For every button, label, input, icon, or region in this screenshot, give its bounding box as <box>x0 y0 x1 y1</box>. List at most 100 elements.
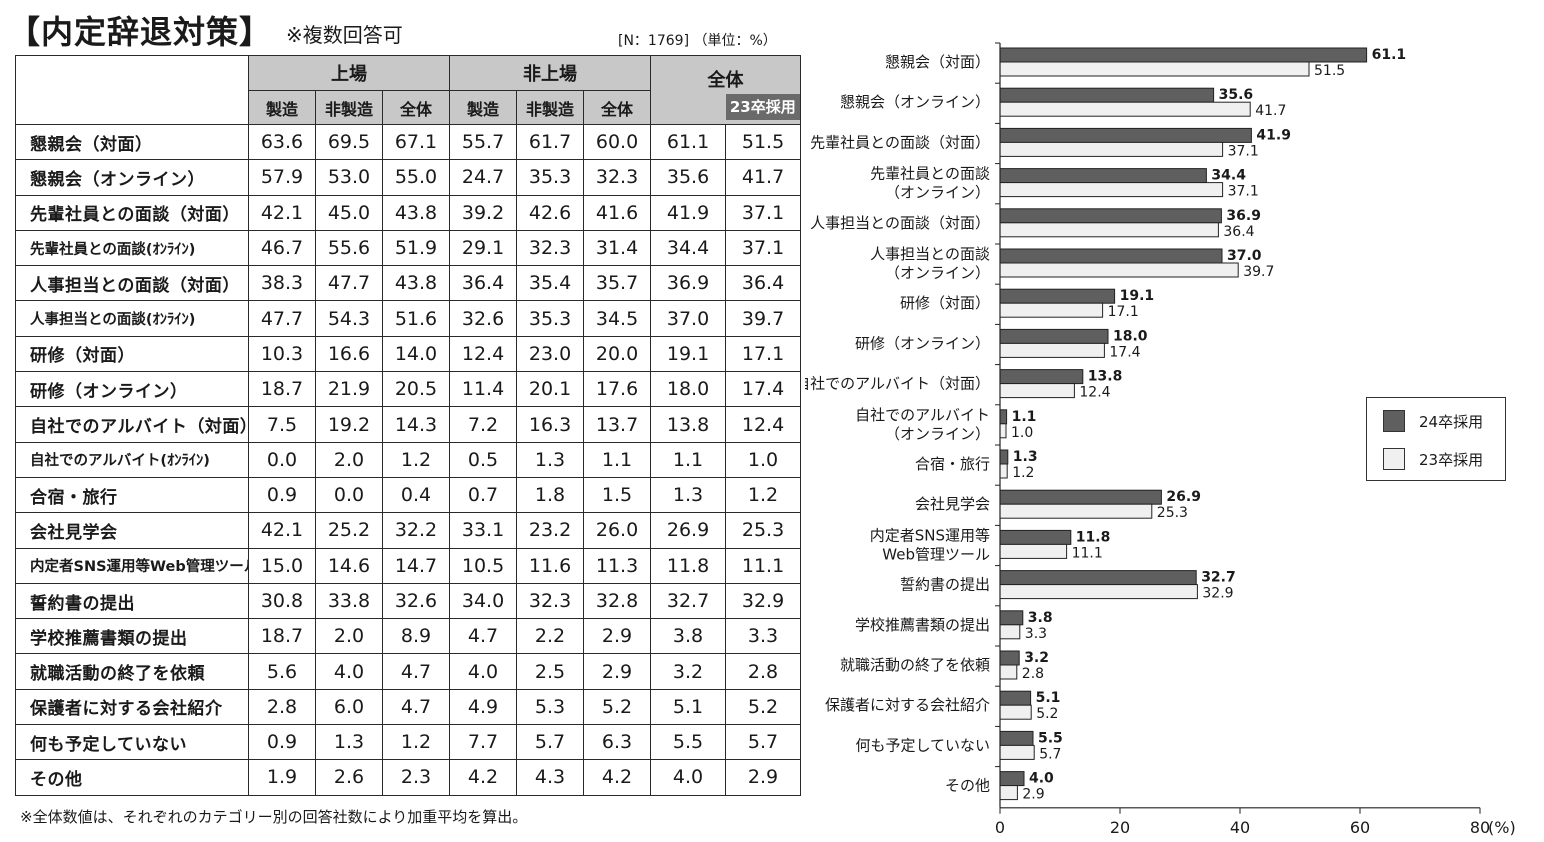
value-label-24: 1.3 <box>1013 449 1038 465</box>
row-label: その他 <box>15 759 249 796</box>
category-group: 5.15.2 保護者に対する会社紹介 <box>825 685 1060 722</box>
value-label-23: 12.4 <box>1079 385 1110 401</box>
value-label-23: 3.3 <box>1025 626 1047 642</box>
bar-24 <box>999 248 1223 264</box>
table-cell: 5.3 <box>516 688 585 726</box>
category-label: （オンライン） <box>885 264 990 282</box>
table-cell: 24.7 <box>449 159 518 196</box>
title-row: 【内定辞退対策】 ※複数回答可 <box>8 6 403 52</box>
row-label: 先輩社員との面談（対面） <box>15 194 249 231</box>
legend-label-23: 23卒採用 <box>1419 450 1484 469</box>
category-group: 19.117.1 研修（対面） <box>900 283 1154 320</box>
table-cell: 1.2 <box>725 476 802 514</box>
table-cell: 35.3 <box>516 300 585 337</box>
bar-23 <box>999 61 1310 77</box>
x-tick-label: 80 <box>1470 818 1490 836</box>
value-label-23: 2.9 <box>1022 787 1044 803</box>
table-cell: 5.2 <box>583 688 652 726</box>
bar-24 <box>999 489 1162 505</box>
table-row: 合宿・旅行 0.9 0.0 0.4 0.7 1.8 1.5 1.3 1.2 <box>15 476 802 514</box>
table-cell: 13.7 <box>583 406 652 443</box>
row-label: 就職活動の終了を依頼 <box>15 653 249 690</box>
bar-23 <box>999 302 1104 318</box>
bar-24 <box>999 127 1252 143</box>
table-row: 何も予定していない 0.9 1.3 1.2 7.7 5.7 6.3 5.5 5.7 <box>15 724 802 761</box>
table-cell: 10.5 <box>449 547 518 584</box>
table-cell: 4.7 <box>381 653 451 690</box>
table-cell: 43.8 <box>381 194 451 231</box>
table-cell: 1.0 <box>725 441 802 478</box>
table-cell: 17.6 <box>583 371 652 408</box>
value-label-24: 32.7 <box>1201 570 1236 586</box>
table-cell: 34.5 <box>583 300 652 337</box>
table-row: その他 1.9 2.6 2.3 4.2 4.3 4.2 4.0 2.9 <box>15 759 802 796</box>
table-cell: 2.0 <box>315 618 383 655</box>
header-unlisted: 非上場 <box>449 55 652 91</box>
value-label-24: 36.9 <box>1226 208 1261 224</box>
category-group: 32.732.9 誓約書の提出 <box>900 565 1236 602</box>
table-cell: 53.0 <box>315 159 383 196</box>
table-cell: 2.5 <box>516 653 585 690</box>
table-cell: 8.9 <box>381 618 451 655</box>
bar-24 <box>999 47 1368 63</box>
table-cell: 43.8 <box>381 265 451 302</box>
table-cell: 26.0 <box>583 512 652 549</box>
category-group: 13.812.4 自社でのアルバイト（対面） <box>805 364 1122 401</box>
table-cell: 14.0 <box>381 335 451 373</box>
value-label-23: 1.2 <box>1012 465 1034 481</box>
table-cell: 4.0 <box>315 653 383 690</box>
table-cell: 41.7 <box>725 159 802 196</box>
legend-label-24: 24卒採用 <box>1419 412 1484 431</box>
table-cell: 39.2 <box>449 194 518 231</box>
table-cell: 55.7 <box>449 123 518 161</box>
value-label-24: 35.6 <box>1219 87 1254 103</box>
table-cell: 1.3 <box>516 441 585 478</box>
table-cell: 4.0 <box>449 653 518 690</box>
table-cell: 36.4 <box>725 265 802 302</box>
table-cell: 0.4 <box>381 476 451 514</box>
table-cell: 36.9 <box>650 265 727 302</box>
table-cell: 45.0 <box>315 194 383 231</box>
value-label-23: 37.1 <box>1228 184 1259 200</box>
table-cell: 18.0 <box>650 371 727 408</box>
table-cell: 34.0 <box>449 582 518 620</box>
bar-23 <box>999 423 1007 439</box>
bar-24 <box>999 690 1032 706</box>
legend-item-23: 23卒採用 <box>1383 448 1483 470</box>
value-label-23: 11.1 <box>1072 545 1103 561</box>
table-row: 先輩社員との面談（対面） 42.1 45.0 43.8 39.2 42.6 41.6 41.9… <box>15 194 802 231</box>
table-cell: 18.7 <box>248 618 316 655</box>
table-cell: 1.2 <box>381 441 451 478</box>
category-group: 11.811.1 内定者SNS運用等Web管理ツール <box>870 524 1110 563</box>
row-label: 学校推薦書類の提出 <box>15 618 249 655</box>
bar-24 <box>999 369 1084 385</box>
table-row: 人事担当との面談（対面） 38.3 47.7 43.8 36.4 35.4 35.7 36.9… <box>15 265 802 302</box>
table-cell: 63.6 <box>248 123 316 161</box>
category-label: 人事担当との面談 <box>870 245 990 263</box>
table-cell: 11.8 <box>650 547 727 584</box>
table-cell: 1.1 <box>583 441 652 478</box>
subheader: 全体 <box>583 90 652 125</box>
value-label-24: 61.1 <box>1372 47 1407 63</box>
bar-24 <box>999 529 1072 545</box>
category-group: 34.437.1 先輩社員との面談（オンライン） <box>870 163 1259 202</box>
table-cell: 34.4 <box>650 229 727 267</box>
table-cell: 2.3 <box>381 759 451 796</box>
table-row: 自社でのアルバイト（対面） 7.5 19.2 14.3 7.2 16.3 13.7 13.8 1… <box>15 406 802 443</box>
table-row: 自社でのアルバイト(ｵﾝﾗｲﾝ) 0.0 2.0 1.2 0.5 1.3 1.1 1.1 1.0 <box>15 441 802 478</box>
bar-23 <box>999 584 1198 600</box>
table-row: 研修（対面） 10.3 16.6 14.0 12.4 23.0 20.0 19.1 17.1 <box>15 335 802 373</box>
table-cell: 42.1 <box>248 512 316 549</box>
sample-size-note: [N：1769] （単位：%） <box>618 33 777 49</box>
table-cell: 35.4 <box>516 265 585 302</box>
table-cell: 19.1 <box>650 335 727 373</box>
category-label: 何も予定していない <box>855 736 990 754</box>
row-label: 懇親会（対面） <box>15 123 249 161</box>
table-cell: 16.6 <box>315 335 383 373</box>
table-cell: 5.1 <box>650 688 727 726</box>
table-cell: 54.3 <box>315 300 383 337</box>
category-label: 自社でのアルバイト（対面） <box>805 375 990 393</box>
table-cell: 35.3 <box>516 159 585 196</box>
table-cell: 4.0 <box>650 759 727 796</box>
subheader: 製造 <box>248 90 316 125</box>
